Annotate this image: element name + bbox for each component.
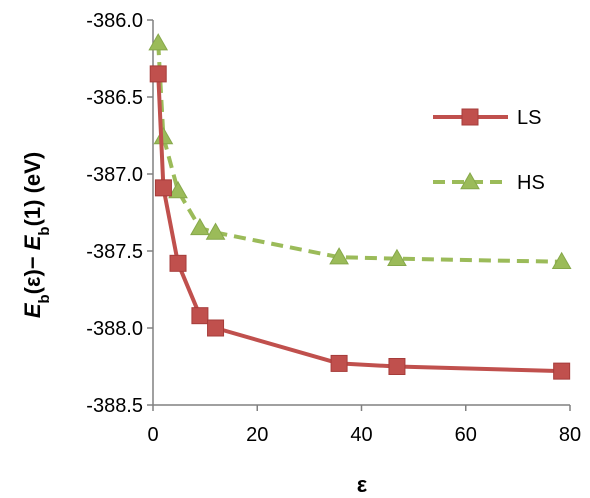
y-tick-label: -386.0 xyxy=(86,10,143,32)
data-point-hs xyxy=(387,248,407,266)
y-axis-label: Eb(ε)− Eb(1) (eV) xyxy=(20,152,53,318)
x-tick-label: 40 xyxy=(350,424,372,446)
series-ls xyxy=(149,65,571,380)
data-point-hs xyxy=(153,127,174,145)
data-point-ls xyxy=(553,362,571,380)
x-tick-label: 60 xyxy=(455,424,477,446)
y-tick-label: -387.5 xyxy=(86,241,143,263)
data-point-hs xyxy=(205,222,226,240)
data-point-ls xyxy=(191,307,209,325)
legend-marker xyxy=(461,108,479,126)
legend-item-ls: LS xyxy=(433,107,541,129)
data-point-ls xyxy=(388,358,406,375)
data-point-ls xyxy=(207,319,225,337)
series-line-hs xyxy=(156,42,562,264)
data-point-hs xyxy=(148,33,169,51)
x-axis-label: ε xyxy=(357,472,368,497)
x-tick-label: 0 xyxy=(147,424,158,446)
data-point-ls xyxy=(169,254,187,272)
y-tick-label: -387.0 xyxy=(86,164,143,186)
y-tick-label: -386.5 xyxy=(86,87,143,109)
data-point-hs xyxy=(168,180,188,199)
series-hs xyxy=(148,33,572,270)
legend-label: LS xyxy=(517,107,541,129)
x-tick-label: 20 xyxy=(246,424,268,446)
legend-marker xyxy=(460,171,480,190)
y-axis-ticks: -386.0 -386.5 -387.0 -387.5 -388.0 -388.5 xyxy=(86,10,153,417)
legend-label: HS xyxy=(517,172,545,194)
data-point-hs xyxy=(551,251,572,270)
x-tick-label: 80 xyxy=(559,424,581,446)
data-point-hs xyxy=(329,247,349,265)
legend-item-hs: HS xyxy=(433,171,545,194)
y-tick-label: -388.5 xyxy=(86,395,143,417)
data-point-hs xyxy=(190,217,210,236)
x-axis-ticks: 0 20 40 60 80 xyxy=(147,405,581,446)
data-point-ls xyxy=(149,65,167,83)
series-layer xyxy=(148,33,572,380)
legend: LS HS xyxy=(433,107,545,194)
plot-axes xyxy=(152,20,570,406)
data-point-ls xyxy=(154,179,172,197)
data-point-ls xyxy=(330,354,348,372)
y-tick-label: -388.0 xyxy=(86,318,143,340)
